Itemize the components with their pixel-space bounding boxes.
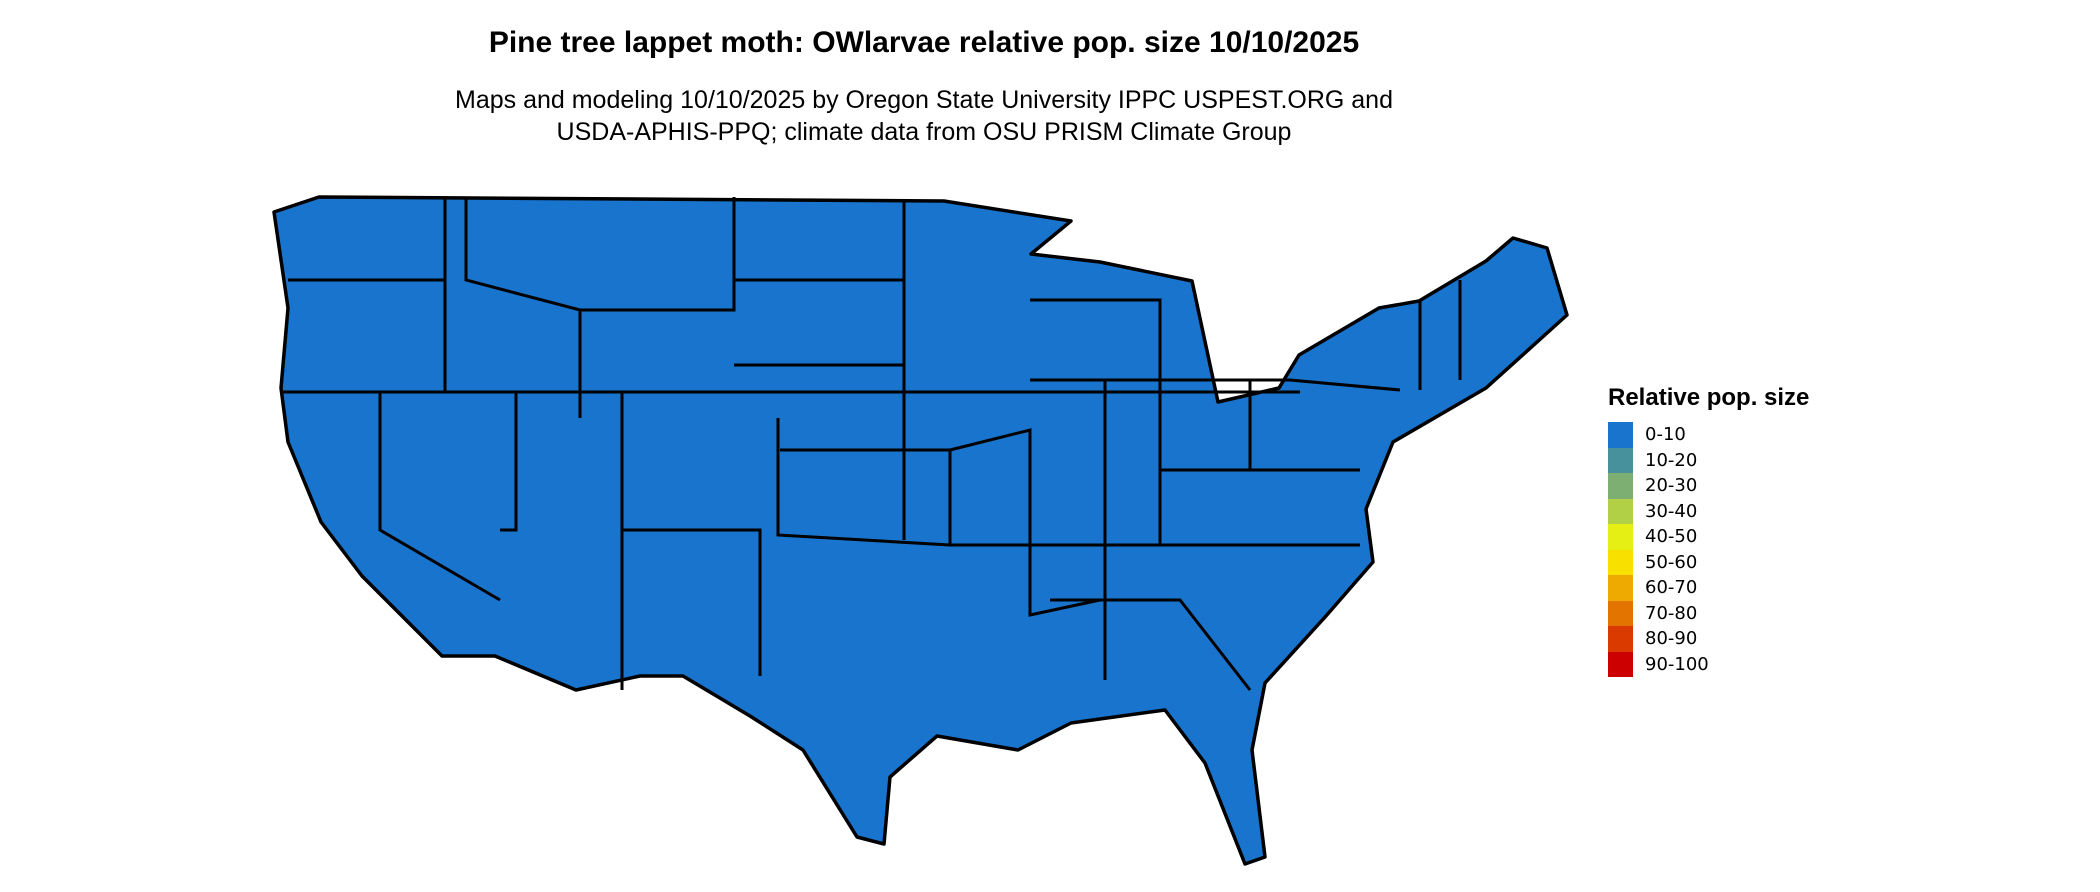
legend-item: 40-50 xyxy=(1608,524,1809,550)
legend-label: 50-60 xyxy=(1645,551,1698,573)
legend-swatch xyxy=(1608,473,1633,499)
legend-swatch xyxy=(1608,498,1633,524)
legend-swatch xyxy=(1608,651,1633,677)
legend-label: 60-70 xyxy=(1645,577,1698,599)
legend-swatch xyxy=(1608,575,1633,601)
legend-item: 20-30 xyxy=(1608,473,1809,499)
subtitle-line-2: USDA-APHIS-PPQ; climate data from OSU PR… xyxy=(556,118,1292,146)
legend-title: Relative pop. size xyxy=(1608,384,1810,411)
legend-item: 60-70 xyxy=(1608,575,1809,601)
legend-item: 80-90 xyxy=(1608,626,1809,652)
legend-label: 10-20 xyxy=(1645,449,1698,471)
subtitle-line-1: Maps and modeling 10/10/2025 by Oregon S… xyxy=(455,86,1393,114)
legend-item: 0-10 xyxy=(1608,422,1809,448)
legend-item: 10-20 xyxy=(1608,447,1809,473)
legend: Relative pop. size 0-10 10-20 20-30 30-40 40… xyxy=(1608,384,1809,677)
legend-label: 70-80 xyxy=(1645,602,1698,624)
map-subtitle: Maps and modeling 10/10/2025 by Oregon S… xyxy=(0,84,1848,148)
legend-swatch xyxy=(1608,600,1633,626)
legend-swatch xyxy=(1608,626,1633,652)
legend-label: 40-50 xyxy=(1645,526,1698,548)
legend-item: 90-100 xyxy=(1608,651,1809,677)
legend-item: 30-40 xyxy=(1608,498,1809,524)
us-outline xyxy=(272,195,1569,866)
legend-label: 30-40 xyxy=(1645,500,1698,522)
legend-swatch xyxy=(1608,447,1633,473)
map-title: Pine tree lappet moth: OWlarvae relative… xyxy=(488,26,1360,59)
legend-swatch xyxy=(1608,422,1633,448)
legend-label: 20-30 xyxy=(1645,475,1698,497)
legend-label: 0-10 xyxy=(1645,424,1686,446)
legend-item: 50-60 xyxy=(1608,549,1809,575)
legend-swatch xyxy=(1608,549,1633,575)
legend-items: 0-10 10-20 20-30 30-40 40-50 50-60 60-70 70-80 8… xyxy=(1608,422,1809,677)
legend-item: 70-80 xyxy=(1608,600,1809,626)
legend-swatch xyxy=(1608,524,1633,550)
legend-label: 80-90 xyxy=(1645,628,1698,650)
legend-label: 90-100 xyxy=(1645,653,1709,675)
state-borders xyxy=(283,197,1462,691)
